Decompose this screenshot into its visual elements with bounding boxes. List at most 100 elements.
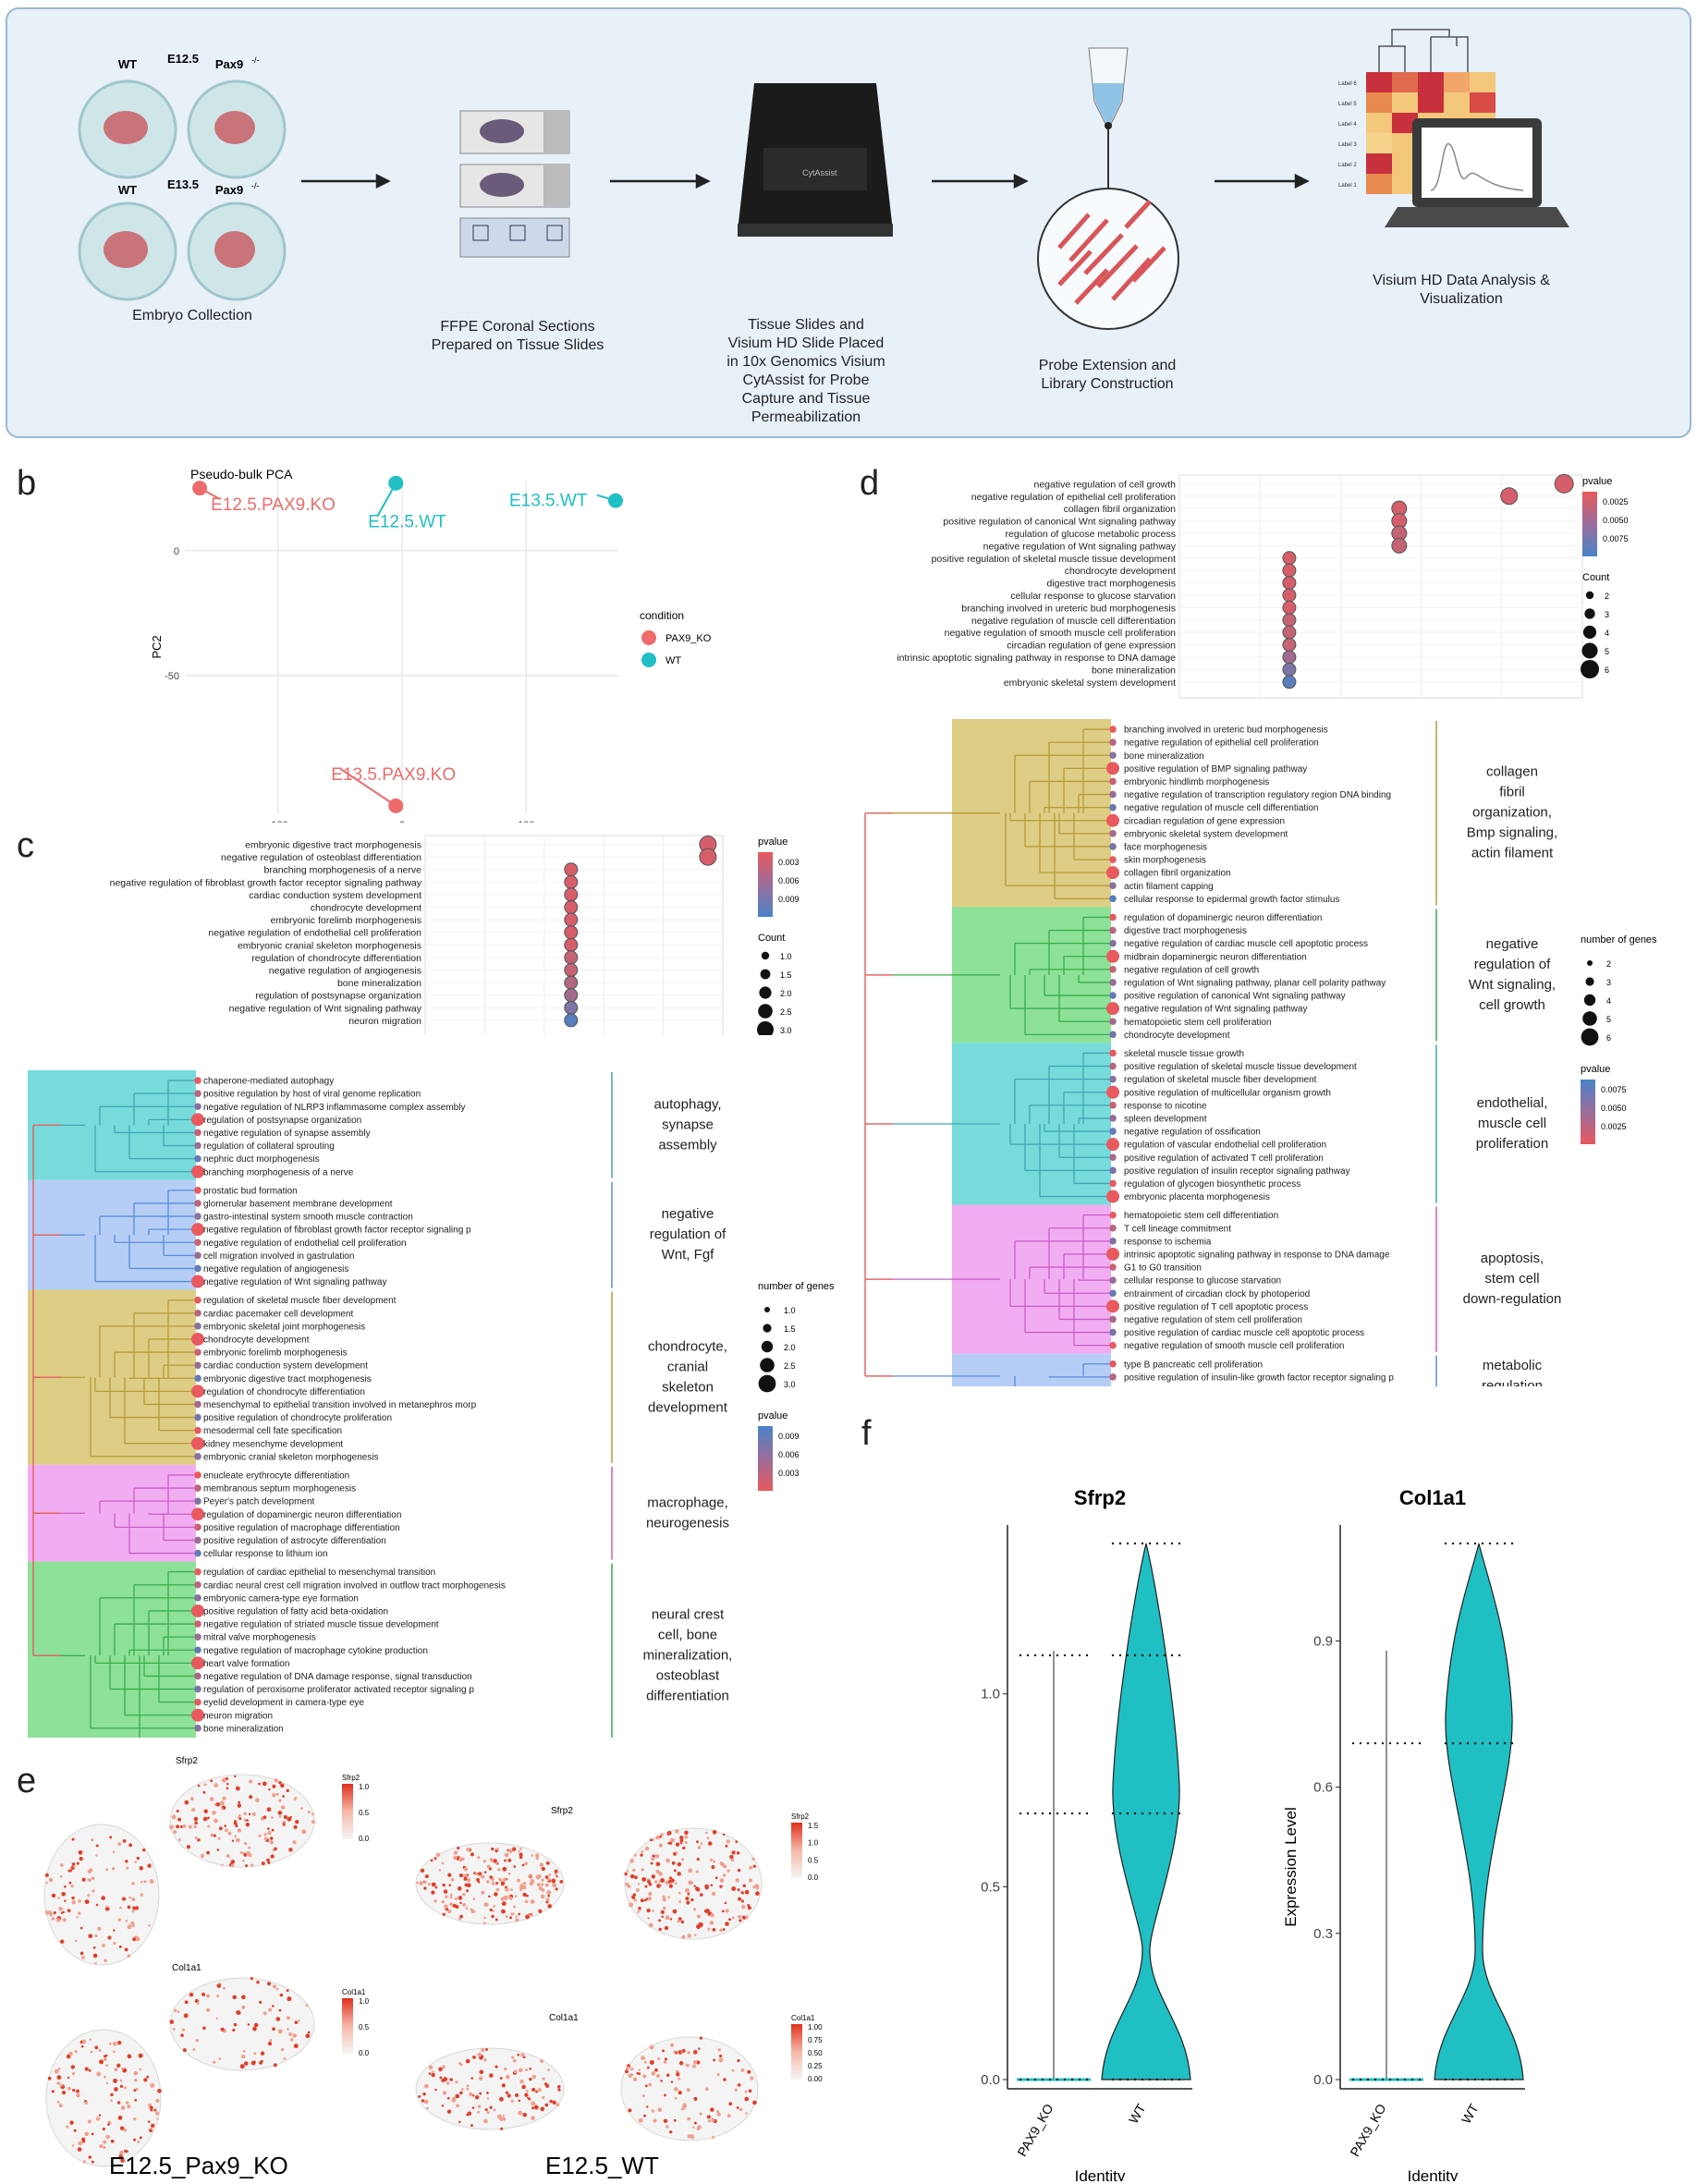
expression-spot — [97, 1926, 102, 1931]
expression-spot — [731, 2068, 735, 2072]
map-legend-tick: 1.0 — [359, 1997, 370, 2006]
jitter-point — [1133, 1653, 1137, 1657]
genes-tick: 3 — [1606, 978, 1611, 987]
jitter-point — [1063, 1653, 1067, 1657]
expression-spot — [551, 1878, 556, 1884]
term-label: negative regulation of osteoblast differ… — [203, 1737, 395, 1738]
expression-spot — [91, 1876, 95, 1881]
jitter-point — [1126, 2078, 1129, 2081]
expression-spot — [56, 2081, 61, 2085]
term-label: mitral valve morphogenesis — [203, 1633, 316, 1643]
expression-spot — [694, 1886, 700, 1891]
x-tick-label: -100 — [268, 820, 288, 823]
expression-spot — [539, 1862, 544, 1867]
expression-spot — [140, 1881, 143, 1884]
jitter-point — [1410, 1741, 1414, 1745]
expression-spot — [483, 1916, 486, 1920]
cluster-label: endothelial, — [1477, 1095, 1548, 1111]
expression-spot — [658, 1880, 662, 1884]
category-label: WT — [1459, 2101, 1482, 2126]
term-label: cardiac conduction system development — [249, 890, 421, 901]
term-label: negative regulation of epithelial cell p… — [971, 492, 1176, 503]
term-label: regulation of collateral sprouting — [203, 1141, 335, 1152]
expression-spot — [263, 1833, 267, 1836]
term-dot — [1106, 1085, 1119, 1099]
expression-spot — [186, 1845, 191, 1849]
expression-spot — [679, 1841, 683, 1845]
expression-spot — [492, 1909, 494, 1912]
term-dot — [1109, 1276, 1117, 1284]
genes-tick: 1.5 — [784, 1324, 796, 1334]
expression-spot — [687, 1893, 690, 1896]
expression-spot — [249, 1795, 253, 1800]
expression-spot — [529, 2067, 532, 2070]
expression-spot — [629, 2067, 634, 2071]
term-label: positive regulation of multicellular org… — [1124, 1088, 1331, 1098]
jitter-point — [1178, 1542, 1181, 1545]
term-label: negative regulation of Wnt signaling pat… — [983, 541, 1177, 552]
expression-spot — [664, 1925, 669, 1931]
term-dot — [1109, 1166, 1117, 1175]
expression-spot — [500, 1881, 506, 1885]
term-dot — [194, 1103, 201, 1111]
jitter-point — [1019, 1653, 1022, 1657]
jitter-point — [1078, 2078, 1081, 2081]
expression-spot — [636, 2071, 640, 2075]
expression-spot — [278, 1815, 282, 1818]
expression-spot — [51, 1893, 56, 1898]
genes-legend-dot — [1581, 1028, 1599, 1046]
tissue-section-wt — [415, 2047, 565, 2130]
expression-spot — [662, 1897, 666, 1902]
expression-spot — [529, 1881, 533, 1886]
pvalue-tick: 0.0075 — [1603, 534, 1629, 543]
expression-spot — [253, 2052, 257, 2056]
expression-spot — [687, 2117, 691, 2121]
expression-spot — [423, 2083, 429, 2089]
term-dot — [1109, 1341, 1117, 1349]
gene-label: Sfrp2 — [176, 1756, 198, 1766]
jitter-point — [1048, 2078, 1052, 2081]
term-label: prostatic bud formation — [203, 1186, 298, 1196]
term-dot — [1106, 762, 1119, 775]
expression-spot — [663, 2060, 667, 2064]
term-dot — [191, 1656, 204, 1670]
expression-spot — [125, 2150, 128, 2153]
enrichment-dot — [1282, 675, 1297, 689]
term-label: digestive tract morphogenesis — [1047, 579, 1177, 590]
expression-spot — [434, 1885, 438, 1889]
expression-spot — [704, 1885, 709, 1890]
expression-spot — [148, 1923, 151, 1927]
term-dot — [194, 1361, 201, 1369]
term-label: cardiac pacemaker cell development — [203, 1309, 354, 1319]
expression-spot — [655, 1861, 661, 1867]
expression-spot — [420, 1868, 425, 1873]
term-dot — [191, 1223, 204, 1237]
expression-spot — [102, 1943, 105, 1947]
chart-title: Pseudo-bulk PCA — [190, 467, 293, 482]
expression-spot — [268, 1787, 271, 1791]
expression-spot — [641, 1868, 644, 1872]
expression-spot — [88, 1934, 93, 1939]
expression-spot — [704, 2087, 709, 2092]
expression-spot — [126, 1866, 129, 1870]
genes-legend-dot — [763, 1324, 772, 1333]
point-label: E13.5.PAX9.KO — [331, 765, 456, 785]
enrichment-dot — [1282, 613, 1297, 628]
jitter-point — [1126, 1812, 1129, 1815]
expression-spot — [677, 1861, 682, 1867]
expression-spot — [675, 1829, 679, 1834]
expression-spot — [105, 1868, 109, 1872]
expression-spot — [207, 1824, 211, 1828]
expression-spot — [305, 2033, 311, 2039]
expression-spot — [289, 2037, 294, 2042]
heatmap-label: Label 4 — [1338, 122, 1357, 128]
cluster-label: differentiation — [646, 1688, 729, 1703]
term-dot — [194, 1090, 201, 1097]
jitter-point — [1148, 1812, 1152, 1815]
expression-spot — [700, 1842, 703, 1846]
expression-spot — [237, 1803, 242, 1808]
term-label: negative regulation of ossification — [1124, 1128, 1261, 1138]
cluster-label: muscle cell — [1478, 1116, 1546, 1131]
expression-spot — [149, 1879, 154, 1885]
expression-spot — [740, 1899, 745, 1903]
